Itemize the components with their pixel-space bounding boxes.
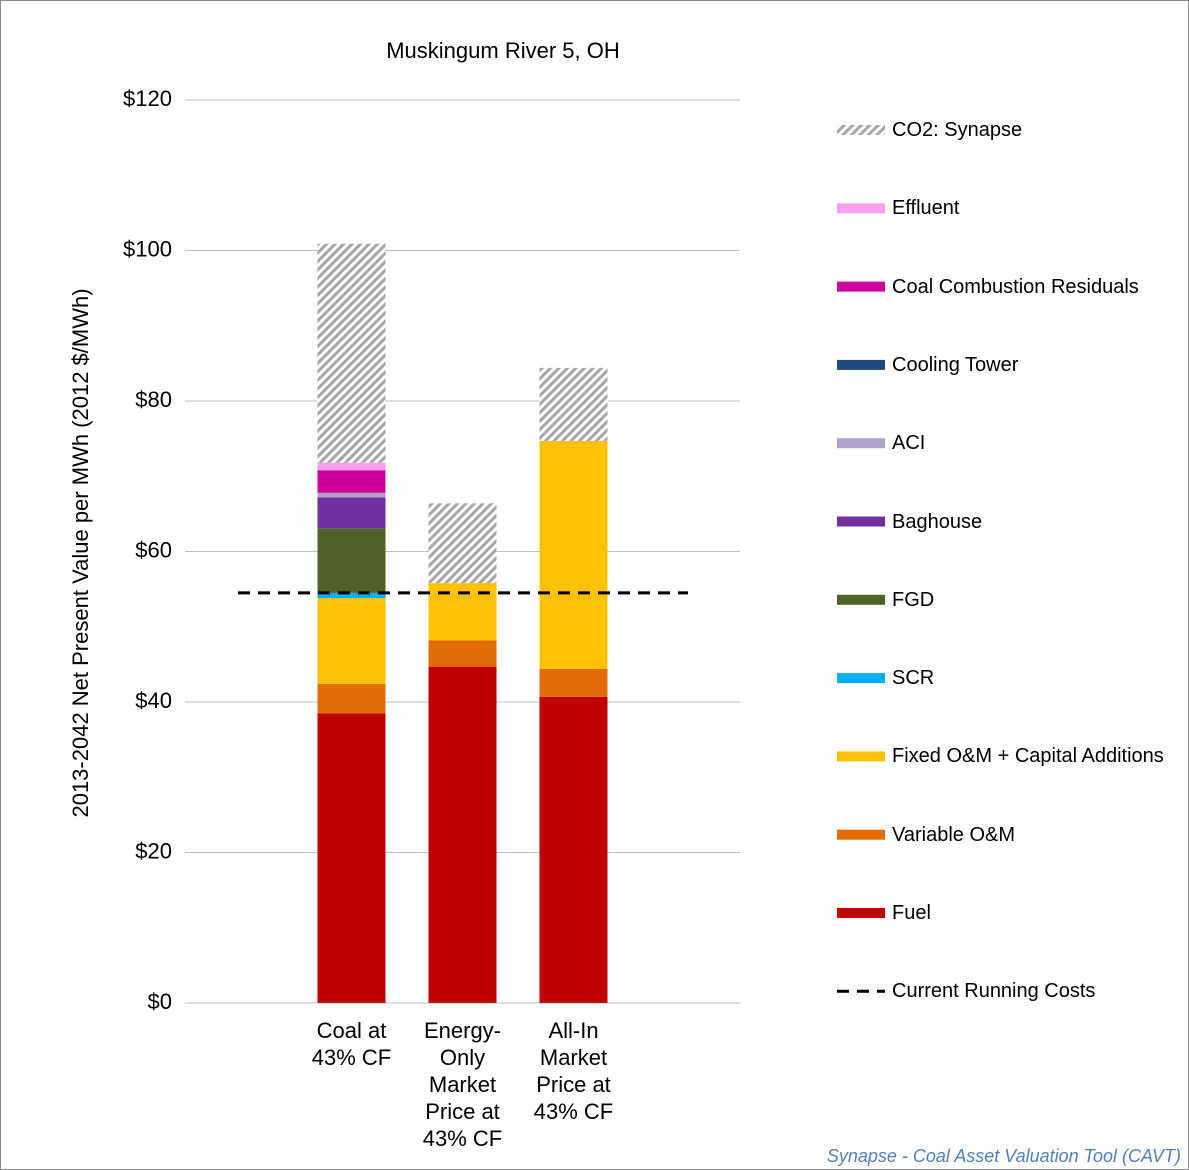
legend-label: ACI (892, 432, 926, 455)
y-axis-label: 2013-2042 Net Present Value per MWh (201… (68, 288, 93, 817)
bar-segment (317, 492, 386, 498)
legend-swatch (837, 516, 885, 527)
x-tick-label: Coal at 43% CF (311, 1018, 392, 1070)
bar-segment (317, 598, 386, 684)
bar-segment (428, 666, 497, 1003)
legend-swatch (837, 751, 885, 762)
bar-segment (317, 592, 386, 599)
legend-swatch (837, 908, 885, 918)
bar-segment (317, 528, 386, 593)
legend-label: Fuel (892, 902, 931, 924)
legend-swatch (837, 438, 885, 449)
source: Synapse - Coal Asset Valuation Tool (CAV… (826, 1146, 1181, 1166)
y-tick-label: $20 (135, 838, 172, 863)
bar-segment (539, 696, 608, 1003)
y-tick-label: $120 (123, 86, 172, 111)
bar-segment (317, 713, 386, 1003)
legend-label: Effluent (892, 197, 960, 220)
legend-swatch (837, 125, 885, 135)
y-tick-label: $0 (148, 989, 172, 1014)
legend-label: Variable O&M (892, 823, 1016, 846)
bar-segment (539, 668, 608, 697)
bar-segment (539, 367, 608, 441)
y-tick-label: $40 (135, 688, 172, 713)
bar-segment (539, 440, 608, 669)
legend-swatch (837, 281, 885, 292)
bar-segment (317, 462, 386, 471)
legend-label: Cooling Tower (892, 353, 1019, 376)
legend-label: Current Running Costs (892, 980, 1096, 1003)
bar-segment (428, 503, 497, 584)
legend-swatch (837, 359, 885, 370)
x-tick-label: All-In Market Price at 43% CF (533, 1018, 614, 1124)
bar-segment (317, 243, 386, 463)
legend-label: SCR (892, 667, 935, 690)
y-tick-label: $60 (135, 537, 172, 562)
legend-label: CO2: Synapse (892, 119, 1023, 141)
bar-segment (317, 497, 386, 529)
y-tick-label: $80 (135, 387, 172, 412)
x-tick-label: Energy-Only Market Price at 43% CF (422, 1018, 503, 1151)
bar-segment (317, 683, 386, 714)
legend-swatch (837, 829, 885, 840)
chart-title: Muskingum River 5, OH (386, 38, 620, 63)
legend-label: Fixed O&M + Capital Additions (892, 745, 1164, 768)
legend-swatch (837, 594, 885, 605)
legend-label: Coal Combustion Residuals (892, 275, 1139, 298)
legend-label: Baghouse (892, 510, 983, 533)
legend-swatch (837, 203, 885, 214)
bar-segment (428, 640, 497, 667)
legend-swatch (837, 673, 885, 684)
bar-segment (317, 470, 386, 493)
y-tick-label: $100 (123, 236, 172, 261)
legend-label: FGD (892, 588, 935, 611)
